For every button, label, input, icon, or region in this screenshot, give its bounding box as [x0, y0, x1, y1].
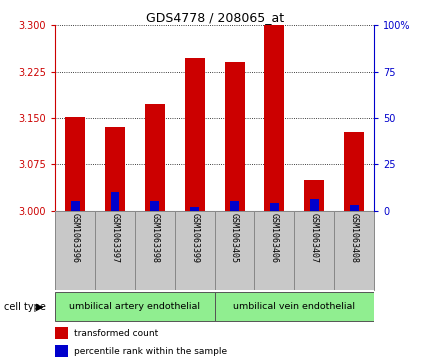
Bar — [190, 207, 199, 211]
Text: GSM1063397: GSM1063397 — [110, 213, 119, 263]
Bar — [334, 211, 374, 290]
Text: umbilical vein endothelial: umbilical vein endothelial — [233, 302, 355, 311]
Text: GSM1063406: GSM1063406 — [270, 213, 279, 263]
Bar — [255, 211, 294, 290]
Bar — [175, 211, 215, 290]
Bar — [55, 292, 215, 322]
Bar — [304, 180, 324, 211]
Text: GSM1063398: GSM1063398 — [150, 213, 159, 263]
Bar — [71, 201, 79, 211]
Bar — [344, 131, 364, 211]
Bar — [65, 117, 85, 211]
Text: ▶: ▶ — [36, 302, 44, 312]
Bar — [310, 199, 319, 211]
Bar — [264, 25, 284, 211]
Text: GSM1063407: GSM1063407 — [310, 213, 319, 263]
Bar — [145, 105, 165, 211]
Title: GDS4778 / 208065_at: GDS4778 / 208065_at — [145, 11, 284, 24]
Text: GSM1063408: GSM1063408 — [350, 213, 359, 263]
Bar — [55, 327, 68, 339]
Bar — [270, 203, 279, 211]
Text: cell type: cell type — [4, 302, 46, 312]
Bar — [55, 345, 68, 357]
Bar — [215, 211, 255, 290]
Bar — [230, 201, 239, 211]
Bar — [224, 62, 244, 211]
Text: transformed count: transformed count — [74, 329, 159, 338]
Text: GSM1063405: GSM1063405 — [230, 213, 239, 263]
Bar — [215, 292, 374, 322]
Bar — [55, 211, 95, 290]
Bar — [135, 211, 175, 290]
Bar — [110, 192, 119, 211]
Text: umbilical artery endothelial: umbilical artery endothelial — [69, 302, 201, 311]
Bar — [95, 211, 135, 290]
Bar — [185, 58, 205, 211]
Bar — [105, 127, 125, 211]
Text: percentile rank within the sample: percentile rank within the sample — [74, 347, 227, 355]
Bar — [150, 201, 159, 211]
Bar — [294, 211, 334, 290]
Text: GSM1063396: GSM1063396 — [71, 213, 79, 263]
Bar — [350, 205, 359, 211]
Text: GSM1063399: GSM1063399 — [190, 213, 199, 263]
